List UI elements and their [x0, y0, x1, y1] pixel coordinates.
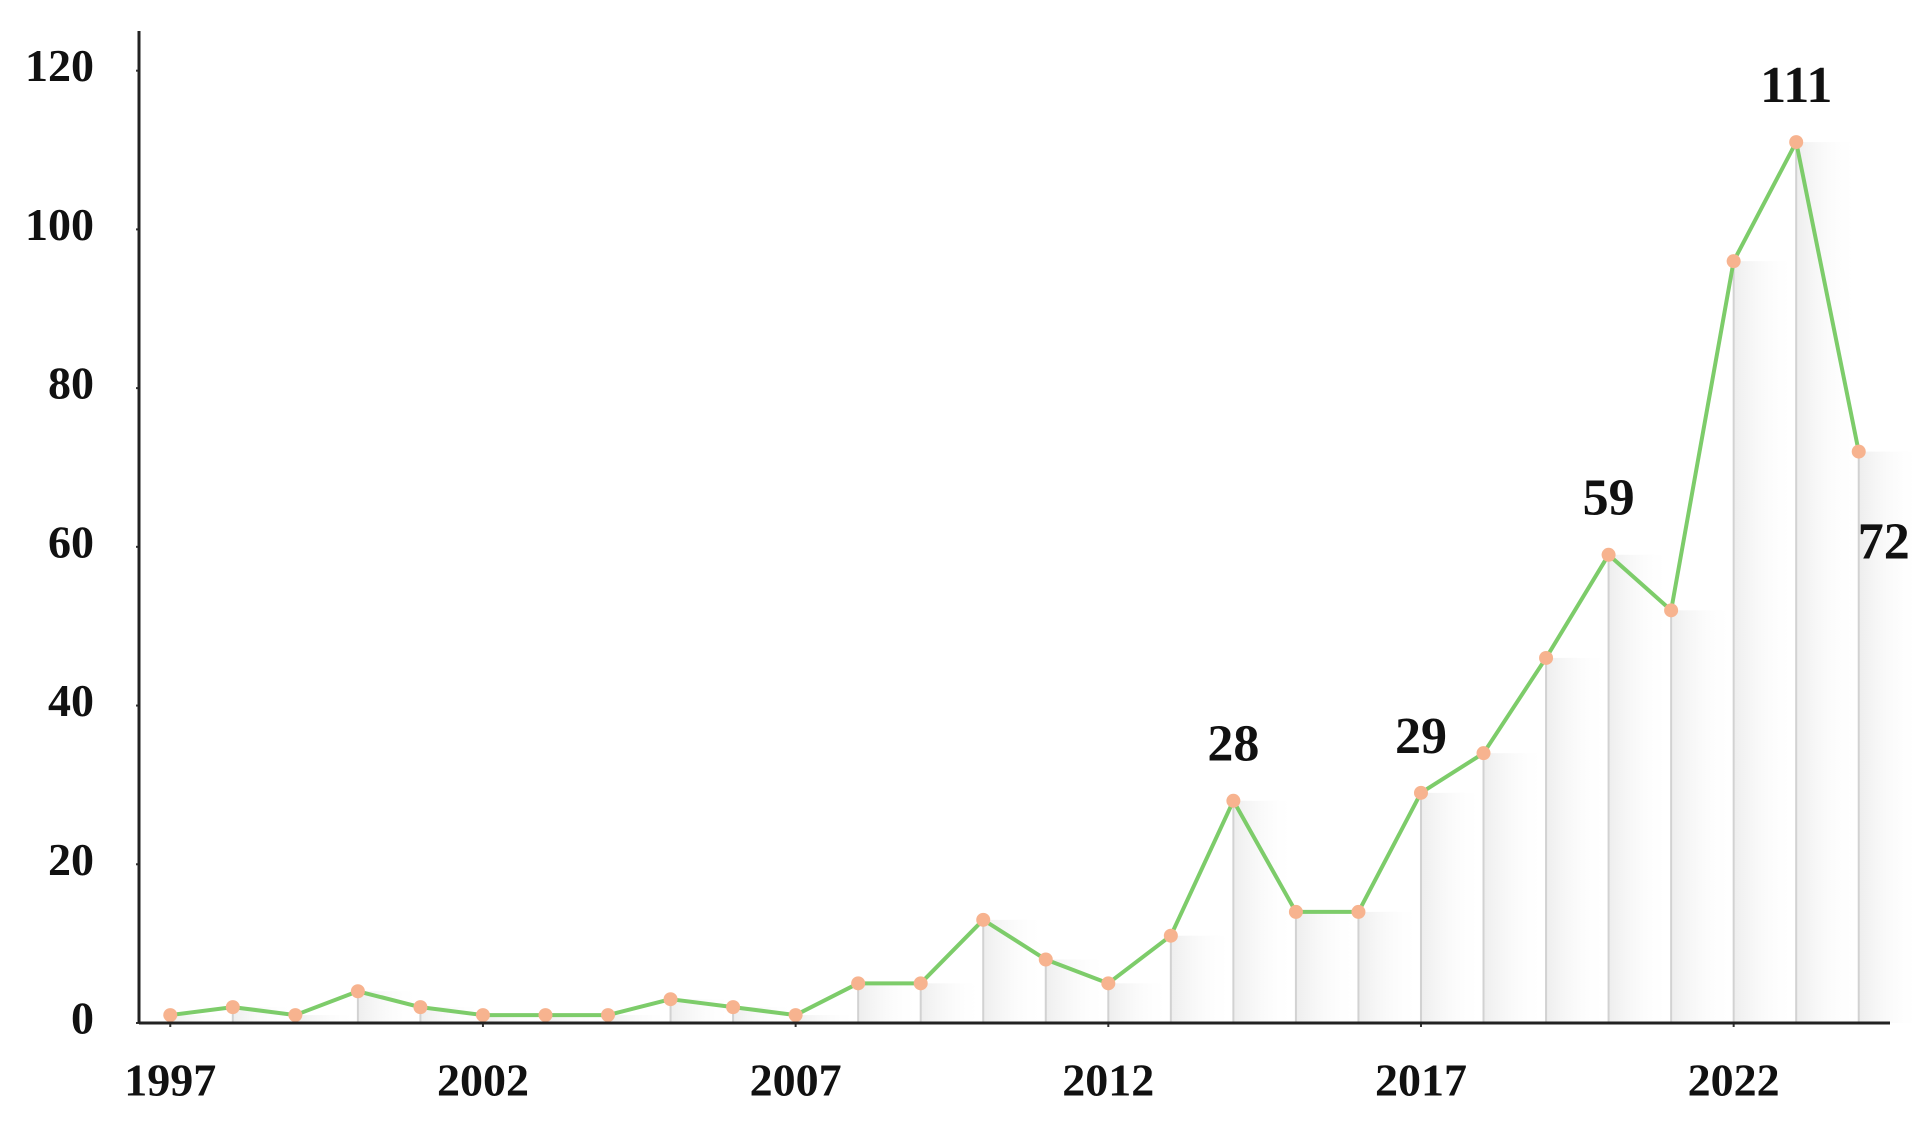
data-point — [1413, 785, 1428, 800]
drop-area — [920, 983, 984, 1023]
data-point — [350, 984, 365, 999]
data-point — [1351, 904, 1366, 919]
data-point — [726, 1000, 741, 1015]
drop-area — [1671, 610, 1734, 1023]
data-point — [225, 1000, 240, 1015]
drop-area — [170, 1015, 233, 1023]
data-point — [1163, 928, 1178, 943]
drop-area — [482, 1015, 546, 1023]
value-label: 111 — [1760, 57, 1832, 114]
data-point — [475, 1008, 490, 1023]
x-tick-label: 2002 — [437, 1055, 529, 1106]
drop-area — [1546, 657, 1609, 1023]
drop-area — [795, 1015, 859, 1023]
drop-area — [1608, 554, 1672, 1023]
data-point — [1038, 952, 1053, 967]
data-point — [1476, 746, 1491, 761]
value-label: 29 — [1395, 708, 1447, 765]
y-tick-label: 60 — [48, 516, 94, 567]
drop-area — [545, 1015, 609, 1023]
data-point — [413, 1000, 428, 1015]
drop-area — [1858, 451, 1914, 1023]
value-label: 72 — [1858, 514, 1910, 571]
drop-area — [1483, 753, 1547, 1023]
data-point — [601, 1008, 616, 1023]
x-tick-label: 2017 — [1375, 1055, 1467, 1106]
data-point — [1539, 650, 1554, 665]
drop-area — [983, 919, 1046, 1023]
drop-area — [295, 1015, 358, 1023]
drop-area — [1170, 935, 1234, 1023]
data-point — [976, 912, 991, 927]
data-point — [1101, 976, 1116, 991]
x-tick-label: 2012 — [1062, 1055, 1154, 1106]
data-point — [663, 992, 678, 1007]
y-tick-label: 120 — [25, 40, 94, 91]
drop-area — [357, 991, 421, 1023]
x-tick-label: 1997 — [124, 1055, 216, 1106]
data-point — [788, 1008, 803, 1023]
data-point — [163, 1008, 178, 1023]
x-tick-label: 2022 — [1688, 1055, 1780, 1106]
drop-area — [1796, 142, 1859, 1023]
value-label: 28 — [1207, 716, 1259, 773]
data-point — [288, 1008, 303, 1023]
data-line — [170, 140, 1861, 1018]
drop-area — [1358, 911, 1421, 1023]
data-point — [1601, 547, 1616, 562]
data-point — [1851, 444, 1866, 459]
drop-area — [1045, 959, 1109, 1023]
data-point — [1726, 254, 1741, 269]
data-point — [538, 1008, 553, 1023]
value-label: 59 — [1583, 470, 1635, 527]
y-tick-label: 40 — [48, 675, 94, 726]
data-point — [851, 976, 866, 991]
y-tick-label: 100 — [25, 199, 94, 250]
data-point — [1664, 603, 1679, 618]
y-tick-label: 80 — [48, 358, 94, 409]
drop-area — [1295, 911, 1359, 1023]
data-point — [913, 976, 928, 991]
drop-area — [1108, 983, 1171, 1023]
y-tick-label: 0 — [71, 993, 94, 1044]
drop-area — [1420, 792, 1484, 1023]
drop-area — [608, 1015, 671, 1023]
data-point — [1226, 793, 1241, 808]
drop-area — [1733, 261, 1797, 1023]
data-point — [1288, 904, 1303, 919]
drop-area — [858, 983, 921, 1023]
y-tick-label: 20 — [48, 834, 94, 885]
x-tick-label: 2007 — [750, 1055, 842, 1106]
drop-area — [1233, 800, 1296, 1023]
data-point — [1789, 135, 1804, 150]
